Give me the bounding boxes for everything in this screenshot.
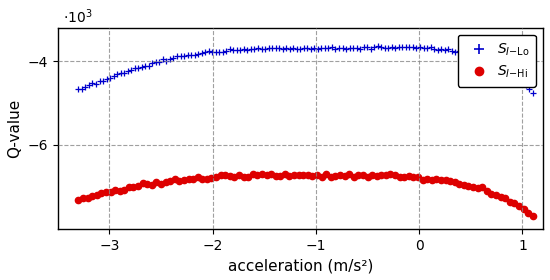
Legend: $S_{I\mathrm{-Lo}}$, $S_{I\mathrm{-Hi}}$: $S_{I\mathrm{-Lo}}$, $S_{I\mathrm{-Hi}}$	[458, 35, 536, 87]
$S_{I\mathrm{-Hi}}$	[309, 174, 316, 178]
$S_{I\mathrm{-Hi}}$	[180, 179, 187, 182]
$S_{I\mathrm{-Lo}}$	[378, 45, 384, 48]
$S_{I\mathrm{-Hi}}$	[346, 172, 353, 175]
$S_{I\mathrm{-Hi}}$	[497, 195, 504, 199]
$S_{I\mathrm{-Lo}}$	[413, 46, 420, 49]
$S_{I\mathrm{-Hi}}$	[162, 181, 169, 184]
X-axis label: acceleration (m/s²): acceleration (m/s²)	[228, 258, 373, 273]
$S_{I\mathrm{-Lo}}$	[434, 48, 441, 51]
$S_{I\mathrm{-Hi}}$	[530, 214, 536, 217]
Y-axis label: Q-value: Q-value	[7, 99, 22, 158]
$S_{I\mathrm{-Lo}}$	[269, 46, 276, 50]
Line: $S_{I\mathrm{-Lo}}$: $S_{I\mathrm{-Lo}}$	[75, 44, 536, 96]
$S_{I\mathrm{-Hi}}$	[511, 202, 518, 205]
$S_{I\mathrm{-Lo}}$	[199, 51, 205, 55]
$S_{I\mathrm{-Lo}}$	[375, 45, 381, 48]
$S_{I\mathrm{-Lo}}$	[75, 87, 81, 91]
$S_{I\mathrm{-Lo}}$	[530, 91, 536, 95]
$S_{I\mathrm{-Hi}}$	[75, 198, 81, 202]
Text: $\cdot10^3$: $\cdot10^3$	[63, 7, 92, 26]
Line: $S_{I\mathrm{-Hi}}$: $S_{I\mathrm{-Hi}}$	[75, 171, 536, 219]
$S_{I\mathrm{-Hi}}$	[350, 175, 357, 178]
$S_{I\mathrm{-Lo}}$	[311, 46, 318, 50]
